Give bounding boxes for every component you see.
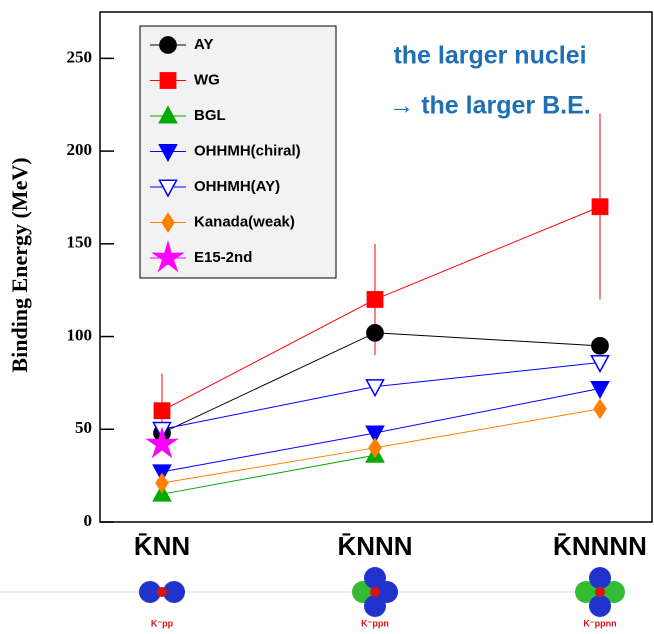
x-tick-label: K̄NNN — [337, 531, 412, 561]
nucleon — [589, 595, 611, 617]
marker — [592, 338, 608, 354]
legend-label: AY — [194, 36, 213, 53]
series-line — [162, 455, 375, 494]
y-tick-label: 100 — [67, 325, 93, 344]
kaon — [595, 587, 605, 597]
y-tick-label: 150 — [67, 233, 93, 252]
marker — [148, 429, 177, 456]
molecule-label: K⁻ppnn — [583, 618, 616, 628]
marker — [367, 325, 383, 341]
y-tick-label: 250 — [67, 47, 93, 66]
kaon — [157, 587, 167, 597]
molecule-label: K⁻pp — [151, 618, 174, 628]
legend-label: BGL — [194, 107, 226, 124]
marker — [156, 474, 168, 492]
nucleon — [364, 595, 386, 617]
legend-label: WG — [194, 71, 220, 88]
legend-label: E15-2nd — [194, 249, 252, 266]
y-tick-label: 50 — [75, 418, 92, 437]
marker — [160, 37, 176, 53]
series-line — [162, 363, 600, 430]
marker — [594, 400, 606, 418]
nucleon — [589, 567, 611, 589]
series-line — [162, 409, 600, 483]
y-axis-label: Binding Energy (MeV) — [7, 157, 32, 372]
x-tick-label: K̄NN — [134, 531, 190, 561]
molecule-label: K⁻ppn — [361, 618, 389, 628]
marker — [367, 292, 382, 307]
x-tick-label: K̄NNNN — [553, 531, 647, 561]
nucleon — [364, 567, 386, 589]
annotation: → the larger B.E. — [389, 92, 590, 120]
marker — [154, 403, 169, 418]
legend-label: Kanada(weak) — [194, 213, 295, 230]
y-tick-label: 0 — [84, 511, 93, 530]
legend-label: OHHMH(AY) — [194, 178, 280, 195]
marker — [592, 199, 607, 214]
chart: Binding Energy (MeV) the larger nuclei →… — [0, 0, 654, 634]
y-tick-label: 200 — [67, 140, 93, 159]
kaon — [370, 587, 380, 597]
legend-label: OHHMH(chiral) — [194, 142, 301, 159]
annotation: the larger nuclei — [393, 42, 586, 70]
marker — [160, 73, 175, 88]
